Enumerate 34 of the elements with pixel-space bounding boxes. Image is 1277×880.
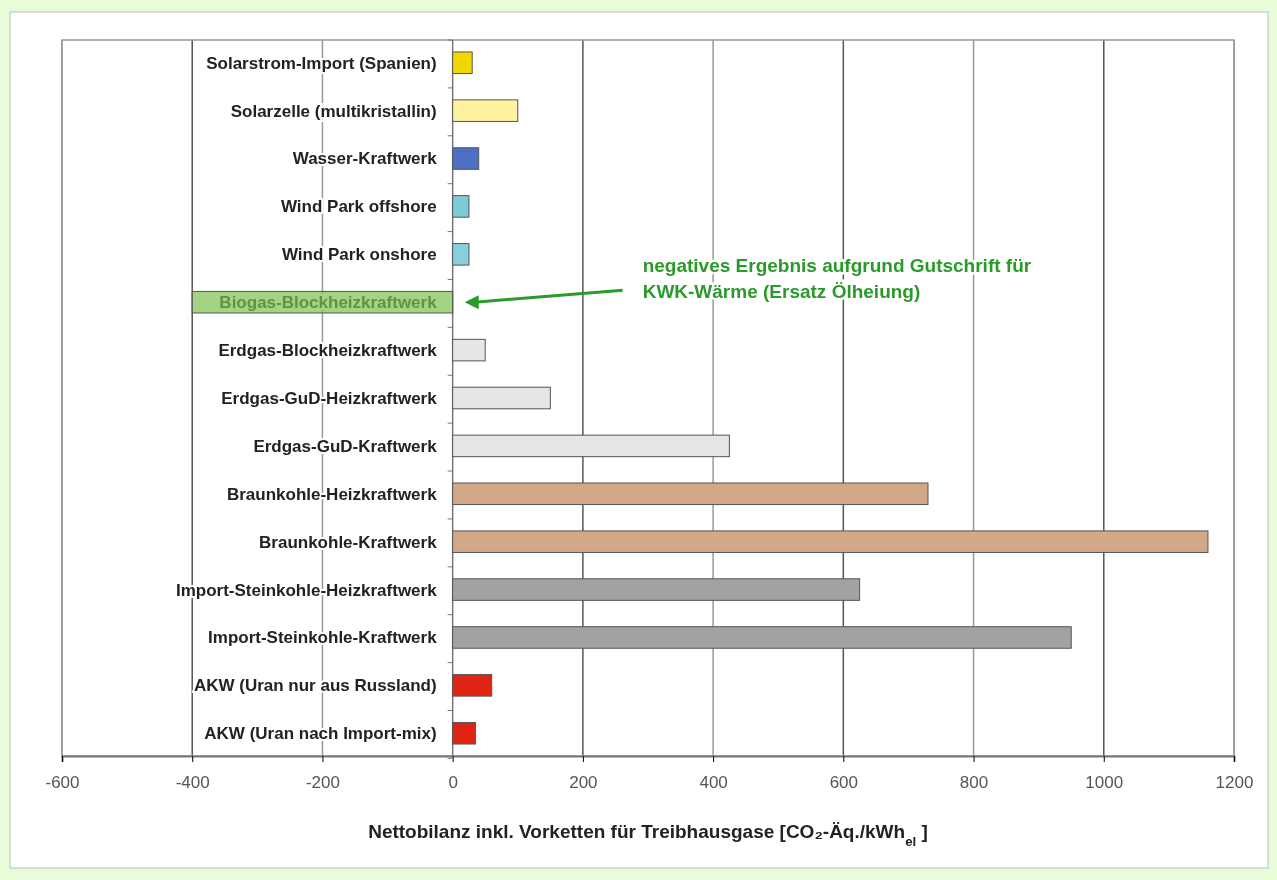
bar xyxy=(452,243,470,266)
x-tick-label: -400 xyxy=(175,773,210,793)
y-tick-label: Solarstrom-Import (Spanien) xyxy=(206,53,437,73)
bar xyxy=(452,386,551,410)
bar xyxy=(452,51,473,75)
x-tick-label: 200 xyxy=(569,773,598,793)
y-tick-label: Import-Steinkohle-Kraftwerk xyxy=(208,628,438,648)
bar xyxy=(452,674,493,697)
x-tick-label: 0 xyxy=(448,773,458,793)
x-tick-label: -600 xyxy=(45,773,80,793)
y-tick-label: Braunkohle-Heizkraftwerk xyxy=(226,484,438,504)
y-tick-label: Wasser-Kraftwerk xyxy=(292,149,438,169)
y-tick-label: AKW (Uran nur aus Russland) xyxy=(193,676,437,696)
y-tick-label: Braunkohle-Kraftwerk xyxy=(259,532,438,552)
x-tick-label: 1000 xyxy=(1085,773,1124,793)
bar xyxy=(452,721,476,745)
y-tick-label: Erdgas-Blockheizkraftwerk xyxy=(218,341,438,361)
y-tick-label: AKW (Uran nach Import-mix) xyxy=(204,724,437,744)
y-tick-label: Erdgas-GuD-Heizkraftwerk xyxy=(221,388,438,408)
x-tick-label: 1200 xyxy=(1215,773,1254,793)
y-tick-label: Erdgas-GuD-Kraftwerk xyxy=(253,436,438,456)
bar xyxy=(452,195,470,218)
x-axis-title: Nettobilanz inkl. Vorketten für Treibhausgase [CO₂-Äq./kWh$_{el}$ ] xyxy=(368,821,928,849)
x-tick-label: 600 xyxy=(829,773,859,793)
y-tick-label: Wind Park onshore xyxy=(281,245,437,265)
y-tick-label: Biogas-Blockheizkraftwerk xyxy=(219,293,438,313)
y-tick-label: Wind Park offshore xyxy=(280,197,437,217)
y-tick-label: Solarzelle (multikristallin) xyxy=(230,101,437,121)
x-tick-label: 400 xyxy=(699,773,728,793)
bar xyxy=(452,147,480,170)
bar xyxy=(452,338,486,362)
x-tick-label: 800 xyxy=(959,773,989,793)
bar xyxy=(452,99,519,122)
x-tick-label: -200 xyxy=(305,773,340,793)
